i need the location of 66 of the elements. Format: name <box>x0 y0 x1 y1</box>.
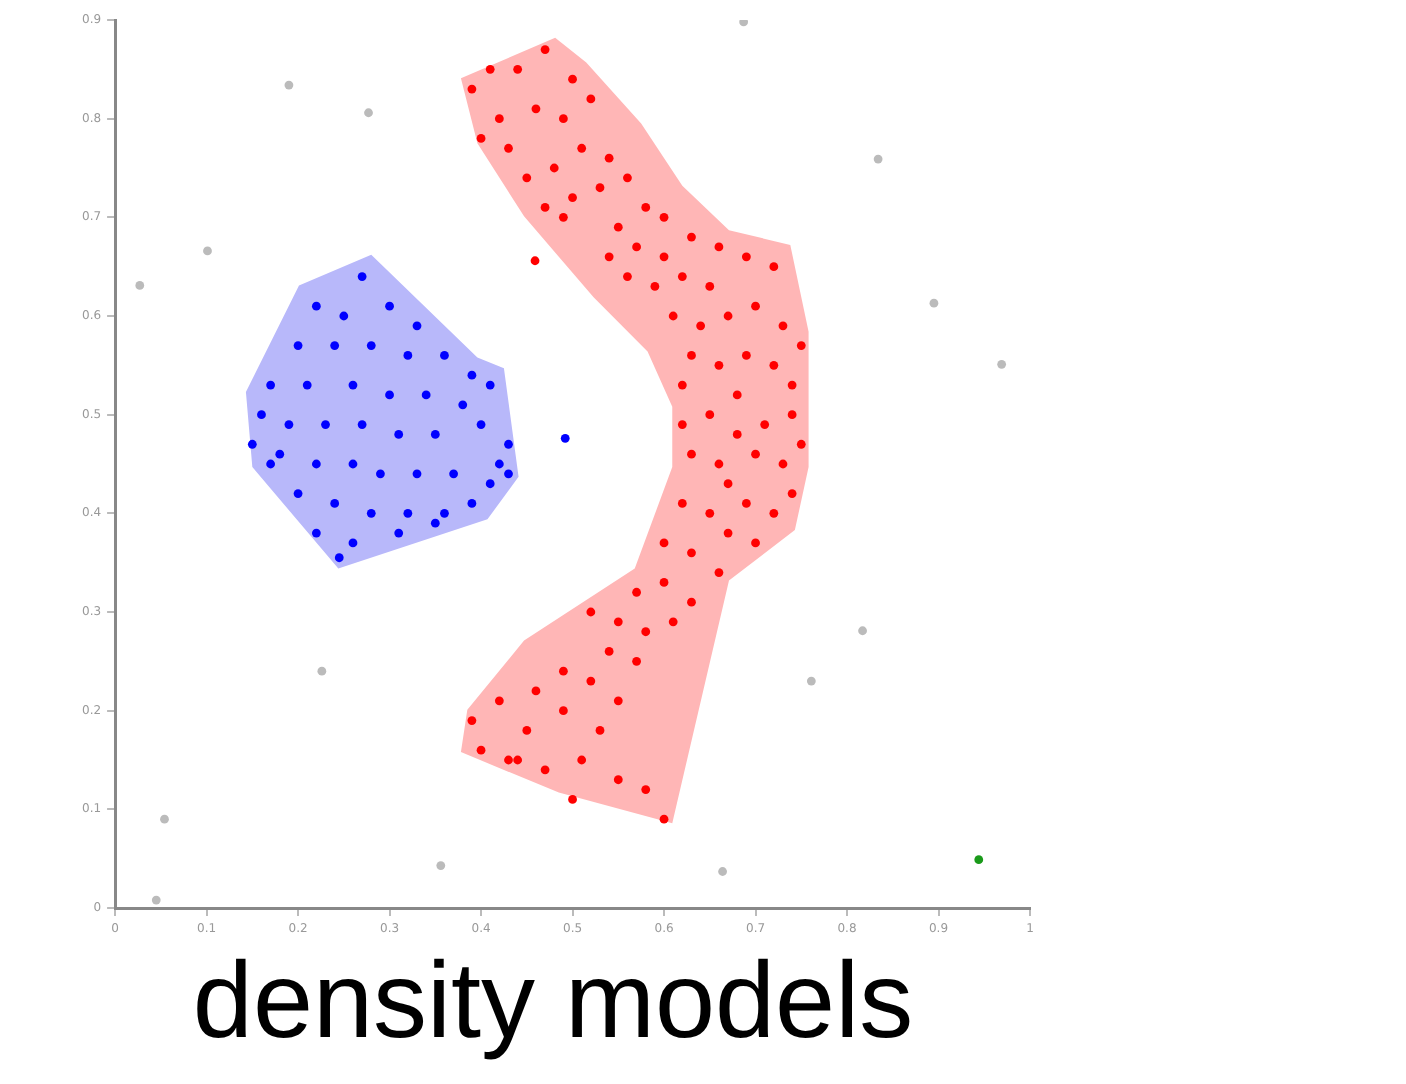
point <box>485 380 495 390</box>
point <box>357 420 367 429</box>
point <box>403 351 413 360</box>
point <box>317 666 327 676</box>
point <box>412 321 422 331</box>
point <box>284 80 294 90</box>
point <box>806 676 816 686</box>
point <box>330 341 340 350</box>
point <box>293 341 303 350</box>
point <box>348 538 358 548</box>
point <box>385 301 394 311</box>
point <box>504 439 513 449</box>
point <box>293 489 303 498</box>
point <box>321 420 330 429</box>
point <box>718 867 727 876</box>
point <box>394 528 404 538</box>
point <box>467 370 477 380</box>
point <box>421 390 431 400</box>
point <box>467 499 477 508</box>
point <box>266 380 276 390</box>
point <box>560 433 570 443</box>
point <box>357 272 367 281</box>
point <box>929 298 939 308</box>
point <box>739 20 749 27</box>
point <box>266 459 276 469</box>
point <box>151 895 161 905</box>
point <box>302 380 312 390</box>
point <box>412 469 422 479</box>
point <box>366 341 376 350</box>
point <box>364 108 373 118</box>
point <box>160 814 169 824</box>
point <box>339 311 349 321</box>
point <box>330 499 340 508</box>
point <box>348 459 358 469</box>
point <box>284 420 294 429</box>
point <box>394 430 404 439</box>
text: density models <box>192 940 914 1061</box>
point <box>440 351 449 360</box>
point <box>494 459 504 469</box>
point <box>430 430 440 439</box>
point <box>257 410 266 420</box>
point <box>504 469 513 479</box>
point <box>430 518 440 528</box>
point <box>385 390 394 400</box>
point <box>873 154 883 164</box>
point <box>997 359 1007 369</box>
point <box>275 449 285 459</box>
point <box>348 380 358 390</box>
point <box>376 469 385 479</box>
point <box>458 400 468 410</box>
point <box>334 553 344 563</box>
point <box>135 281 145 290</box>
point <box>858 626 867 636</box>
point <box>366 508 376 518</box>
point <box>311 528 321 538</box>
point <box>485 479 495 489</box>
point <box>203 246 212 256</box>
point <box>436 861 446 870</box>
point <box>403 508 413 518</box>
point <box>974 855 984 865</box>
point <box>311 301 321 311</box>
point <box>247 439 257 449</box>
point <box>440 508 449 518</box>
point <box>476 420 486 429</box>
point <box>449 469 458 479</box>
point <box>311 459 321 469</box>
